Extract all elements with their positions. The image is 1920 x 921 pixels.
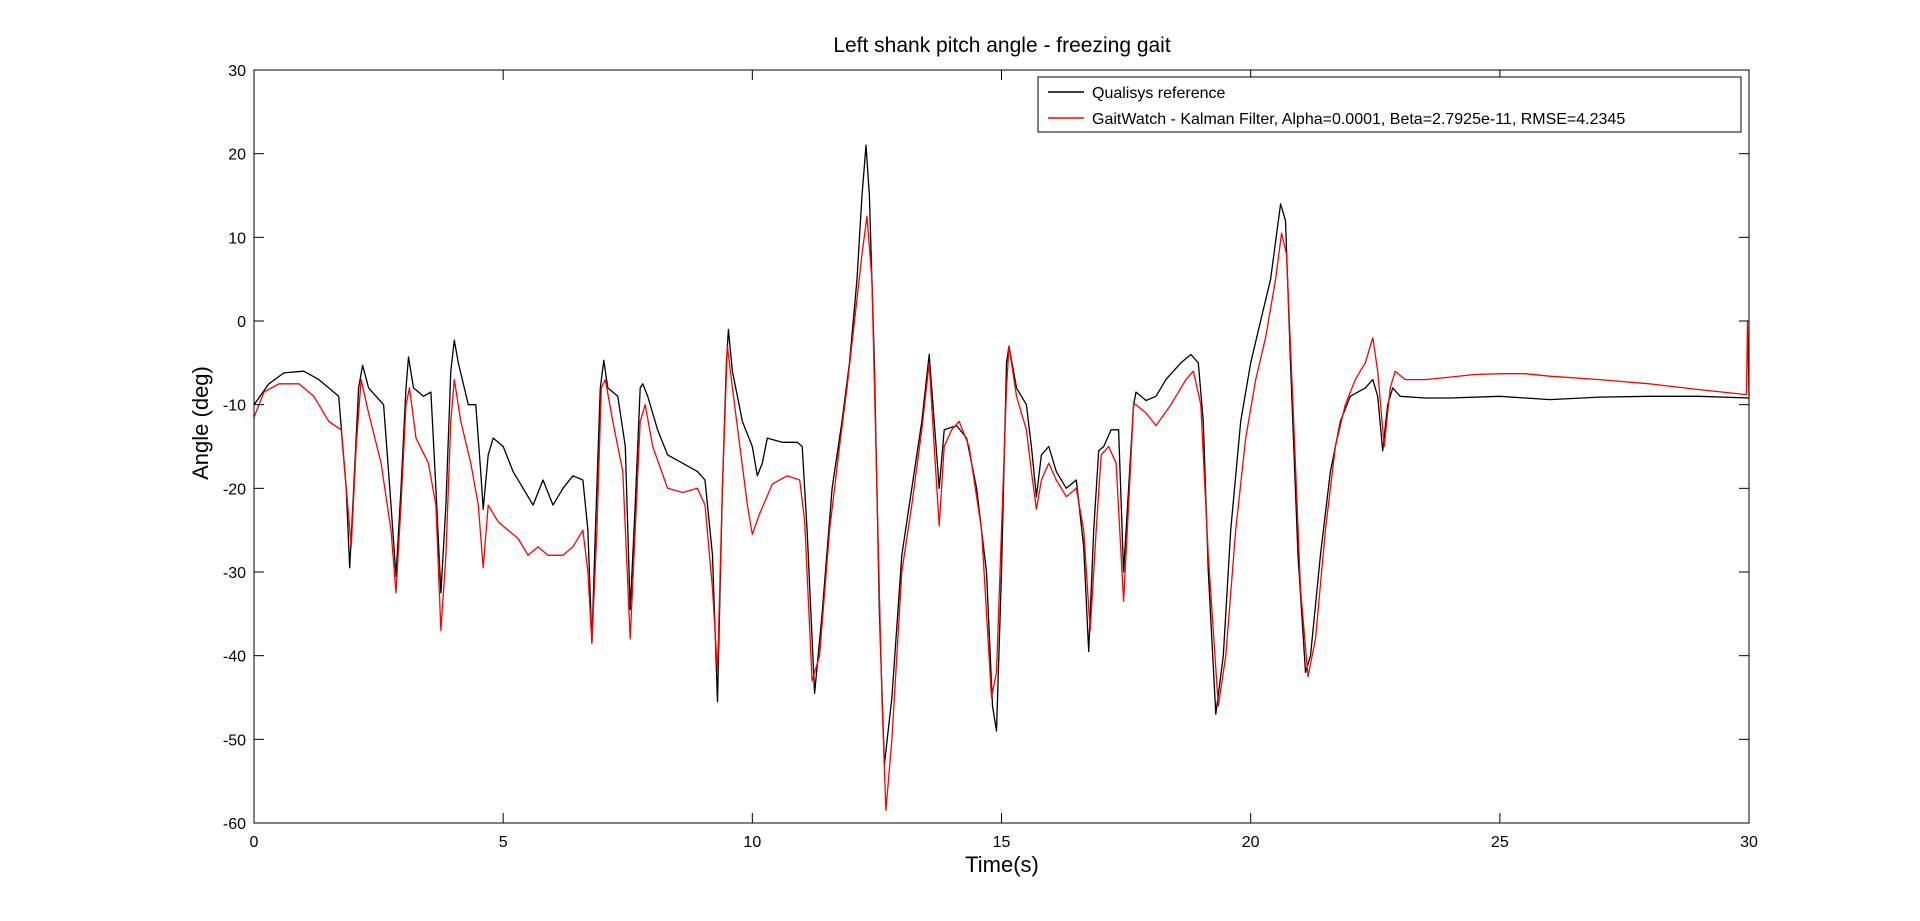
y-tick-label: -30 xyxy=(223,565,246,582)
y-tick-label: 10 xyxy=(228,230,246,247)
x-tick-label: 10 xyxy=(743,834,761,851)
y-axis-label: Angle (deg) xyxy=(188,366,213,480)
y-tick-label: -10 xyxy=(223,398,246,415)
legend-label-2: GaitWatch - Kalman Filter, Alpha=0.0001,… xyxy=(1092,111,1625,128)
y-tick-label: 0 xyxy=(237,314,246,331)
y-tick-label: 30 xyxy=(228,63,246,80)
y-tick-label: -60 xyxy=(223,816,246,833)
legend-label-1: Qualisys reference xyxy=(1092,85,1225,102)
y-tick-label: -40 xyxy=(223,649,246,666)
x-tick-label: 0 xyxy=(250,834,259,851)
legend: Qualisys reference GaitWatch - Kalman Fil… xyxy=(1037,76,1742,133)
plot-area: 0 5 10 15 20 25 30 -60 -50 -40 -30 -20 -10 0 10 20 30 xyxy=(223,63,1758,851)
series-line-1 xyxy=(253,144,1750,766)
legend-box xyxy=(1037,76,1742,133)
x-axis-label: Time(s) xyxy=(965,852,1039,877)
y-tick-label: 20 xyxy=(228,147,246,164)
series-line-2 xyxy=(253,215,1750,812)
x-tick-label: 20 xyxy=(1242,834,1260,851)
x-tick-label: 25 xyxy=(1491,834,1509,851)
y-tick-label: -50 xyxy=(223,732,246,749)
chart-title: Left shank pitch angle - freezing gait xyxy=(833,34,1171,57)
x-tick-label: 15 xyxy=(993,834,1011,851)
x-tick-label: 30 xyxy=(1740,834,1758,851)
x-tick-label: 5 xyxy=(499,834,508,851)
y-tick-label: -20 xyxy=(223,481,246,498)
